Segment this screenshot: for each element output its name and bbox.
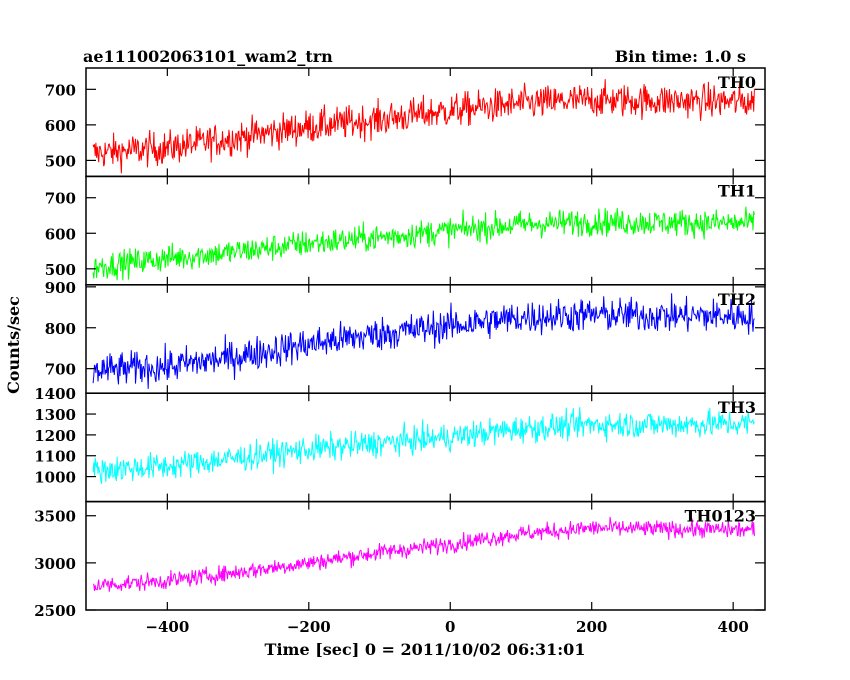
panel-label-th2: TH2 [718, 290, 756, 309]
y-tick-label: 900 [45, 279, 76, 297]
panel-th1: 500 600 700 TH1 [45, 175, 766, 286]
x-axis-label: Time [sec] 0 = 2011/10/02 06:31:01 [265, 640, 586, 659]
y-tick-label: 800 [45, 320, 76, 338]
x-tick-label: −400 [145, 618, 189, 636]
y-tick-label: 3000 [34, 555, 76, 573]
panel-label-th3: TH3 [718, 398, 756, 417]
panel-frame [85, 500, 766, 611]
y-tick-label: 700 [45, 361, 76, 379]
panel-label-th1: TH1 [718, 181, 756, 200]
panel-frame [85, 67, 766, 178]
y-tick-label: 1400 [34, 385, 76, 403]
series-line-th2 [92, 293, 755, 389]
y-tick-label: 3500 [34, 508, 76, 526]
y-tick-label: 500 [45, 152, 76, 170]
y-tick-label: 1300 [34, 406, 76, 424]
series-line-th3 [92, 407, 755, 484]
series-line-th0 [92, 79, 755, 174]
panel-frame [85, 392, 766, 503]
y-tick-label: 1100 [34, 448, 76, 466]
y-tick-label: 1200 [34, 427, 76, 445]
panel-label-th0123: TH0123 [684, 507, 756, 526]
x-tick-label: −200 [287, 618, 331, 636]
y-tick-label: 1000 [34, 469, 76, 487]
chart-title: ae111002063101_wam2_trn [83, 47, 333, 66]
x-tick-label: 200 [576, 618, 607, 636]
panel-label-th0: TH0 [718, 73, 756, 92]
y-tick-label: 600 [45, 117, 76, 135]
y-tick-label: 2500 [34, 602, 76, 620]
y-axis-label: Counts/sec [4, 296, 23, 394]
x-tick-label: 0 [445, 618, 455, 636]
series-line-th0123 [92, 516, 755, 592]
panel-frame [85, 284, 766, 394]
chart-subtitle: Bin time: 1.0 s [615, 47, 746, 66]
y-tick-label: 500 [45, 261, 76, 279]
panels: 500 600 700 TH0 500 600 700 TH1 700 800 900 TH2 1000… [34, 67, 766, 636]
panel-th2: 700 800 900 TH2 [45, 279, 766, 394]
panel-th0123: 2500 3000 3500 TH0123 [34, 500, 766, 620]
x-tick-label: 400 [718, 618, 749, 636]
y-tick-label: 700 [45, 190, 76, 208]
y-tick-label: 600 [45, 225, 76, 243]
panel-th3: 1000 1100 1200 1300 1400 TH3 [34, 385, 766, 503]
series-line-th1 [92, 206, 755, 281]
y-tick-label: 700 [45, 81, 76, 99]
panel-th0: 500 600 700 TH0 [45, 67, 766, 178]
